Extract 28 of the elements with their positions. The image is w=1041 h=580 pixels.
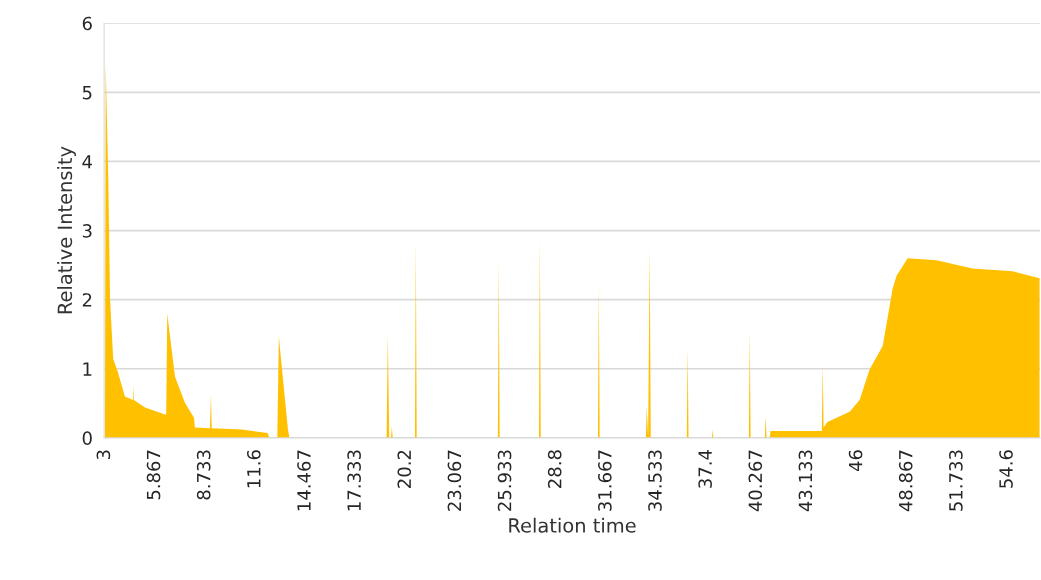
x-tick-label: 17.333 — [347, 450, 361, 511]
x-axis-title: Relation time — [509, 517, 636, 533]
x-tick-label: 11.6 — [246, 450, 261, 488]
x-tick-label: 20.2 — [397, 450, 412, 488]
x-tick-label: 37.4 — [698, 450, 712, 488]
x-tick-label: 23.067 — [447, 450, 462, 511]
y-tick-label: 1 — [83, 362, 92, 376]
y-axis-title: Relative Intensity — [57, 146, 76, 314]
x-tick-label: 46 — [848, 450, 863, 472]
y-tick-label: 2 — [82, 293, 92, 307]
x-tick-label: 40.267 — [748, 450, 763, 512]
y-tick-label: 6 — [82, 16, 92, 31]
y-tick-label: 3 — [82, 224, 92, 238]
x-tick-label: 8.733 — [196, 450, 211, 500]
x-tick-label: 43.133 — [798, 450, 813, 512]
x-tick-label: 5.867 — [146, 450, 161, 500]
x-tick-label: 51.733 — [949, 450, 963, 511]
y-tick-label: 5 — [82, 86, 92, 100]
x-tick-label: 3 — [96, 450, 111, 460]
x-tick-label: 28.8 — [547, 450, 562, 488]
y-tick-label: 4 — [82, 155, 92, 169]
x-tick-label: 14.467 — [297, 450, 311, 511]
x-tick-label: 25.933 — [497, 450, 512, 511]
x-tick-label: 48.867 — [898, 450, 913, 512]
x-tick-label: 54.6 — [999, 450, 1013, 488]
x-tick-label: 31.667 — [598, 450, 612, 511]
x-tick-label: 34.533 — [648, 450, 662, 511]
y-tick-label: 0 — [82, 431, 92, 446]
